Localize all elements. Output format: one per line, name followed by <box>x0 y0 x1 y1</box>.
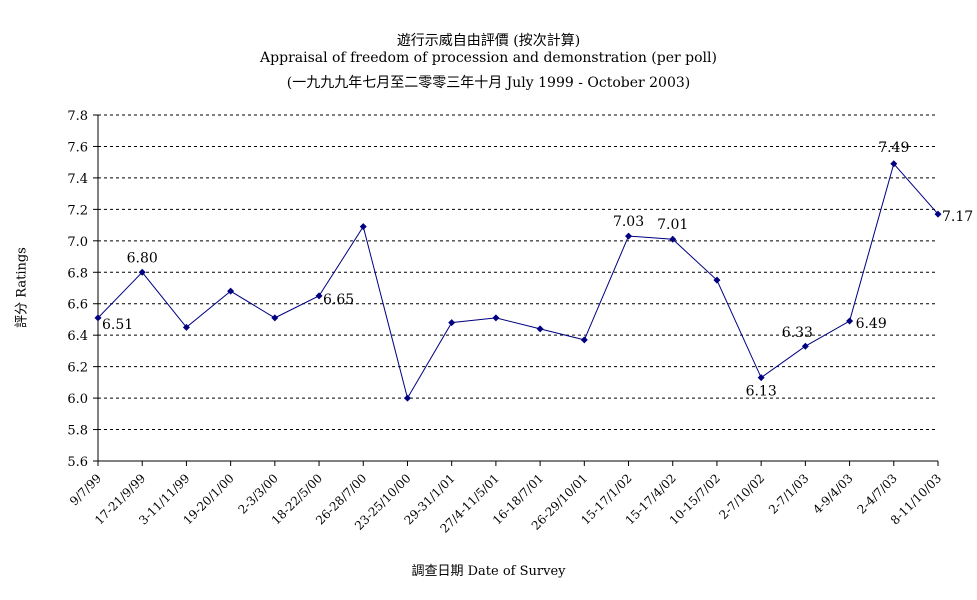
y-tick-label: 7.8 <box>67 109 88 124</box>
y-tick-label: 5.6 <box>67 455 88 470</box>
data-label: 6.33 <box>782 325 813 341</box>
y-tick-label: 6.8 <box>67 266 88 281</box>
data-point <box>625 232 633 240</box>
y-tick-label: 6.2 <box>67 361 88 376</box>
x-tick-label: 2-7/1/03 <box>766 471 811 516</box>
y-tick-labels: 5.6 5.8 6.0 6.2 6.4 6.6 6.8 7.0 7.2 7.4 7.6 7.8 <box>67 109 88 470</box>
y-tick-label: 6.6 <box>67 298 88 313</box>
x-tick-label: 4-9/4/03 <box>810 471 855 516</box>
data-point <box>934 210 942 218</box>
data-labels: 6.51 6.80 6.65 7.03 7.01 6.13 6.33 6.49 7.49 7.17 <box>102 140 973 400</box>
data-point <box>846 317 854 325</box>
data-point <box>492 314 500 322</box>
x-axis-label: 調查日期 Date of Survey <box>411 564 566 579</box>
series-ratings <box>94 160 942 402</box>
data-point <box>182 323 190 331</box>
data-label: 6.51 <box>102 317 133 333</box>
data-label: 6.65 <box>323 292 354 308</box>
y-tick-label: 7.2 <box>67 203 88 218</box>
data-point <box>138 268 146 276</box>
x-tick-label: 2-4/7/03 <box>854 471 899 516</box>
x-tick-label: 2-7/10/02 <box>716 471 767 522</box>
data-label: 7.17 <box>942 209 973 225</box>
data-point <box>448 319 456 327</box>
data-point <box>315 292 323 300</box>
data-label: 6.80 <box>127 250 158 266</box>
data-point <box>271 314 279 322</box>
data-point <box>227 287 235 295</box>
data-point <box>669 235 677 243</box>
y-axis-label: 評分 Ratings <box>14 247 30 328</box>
chart-title: 遊行示威自由評價 (按次計算) <box>396 33 581 49</box>
y-tick-label: 5.8 <box>67 424 88 439</box>
y-tick-label: 7.0 <box>67 235 88 250</box>
data-point <box>713 276 721 284</box>
axes <box>93 114 939 466</box>
data-point <box>536 325 544 333</box>
data-point <box>757 374 765 382</box>
x-tick-labels: 9/7/9917-21/9/993-11/11/9919-20/1/002-3/… <box>67 471 944 536</box>
gridlines <box>98 114 938 431</box>
x-tick-label: 2-3/3/00 <box>235 471 280 516</box>
data-point <box>94 314 102 322</box>
data-point <box>403 394 411 402</box>
data-label: 6.49 <box>856 316 887 332</box>
data-point <box>359 223 367 231</box>
data-label: 6.13 <box>746 384 777 400</box>
series-line <box>97 162 939 400</box>
y-tick-label: 6.4 <box>67 329 88 344</box>
y-tick-label: 7.4 <box>67 172 88 187</box>
chart-subtitle: Appraisal of freedom of procession and d… <box>260 50 717 66</box>
y-tick-label: 7.6 <box>67 140 88 155</box>
x-tick-label: 9/7/99 <box>67 471 104 508</box>
data-point <box>890 160 898 168</box>
chart-date-range: (一九九九年七月至二零零三年十月 July 1999 - October 200… <box>286 75 691 91</box>
data-point <box>580 336 588 344</box>
data-point <box>801 342 809 350</box>
y-tick-label: 6.0 <box>67 392 88 407</box>
data-label: 7.49 <box>878 140 909 156</box>
data-label: 7.03 <box>613 214 644 230</box>
data-label: 7.01 <box>657 217 688 233</box>
